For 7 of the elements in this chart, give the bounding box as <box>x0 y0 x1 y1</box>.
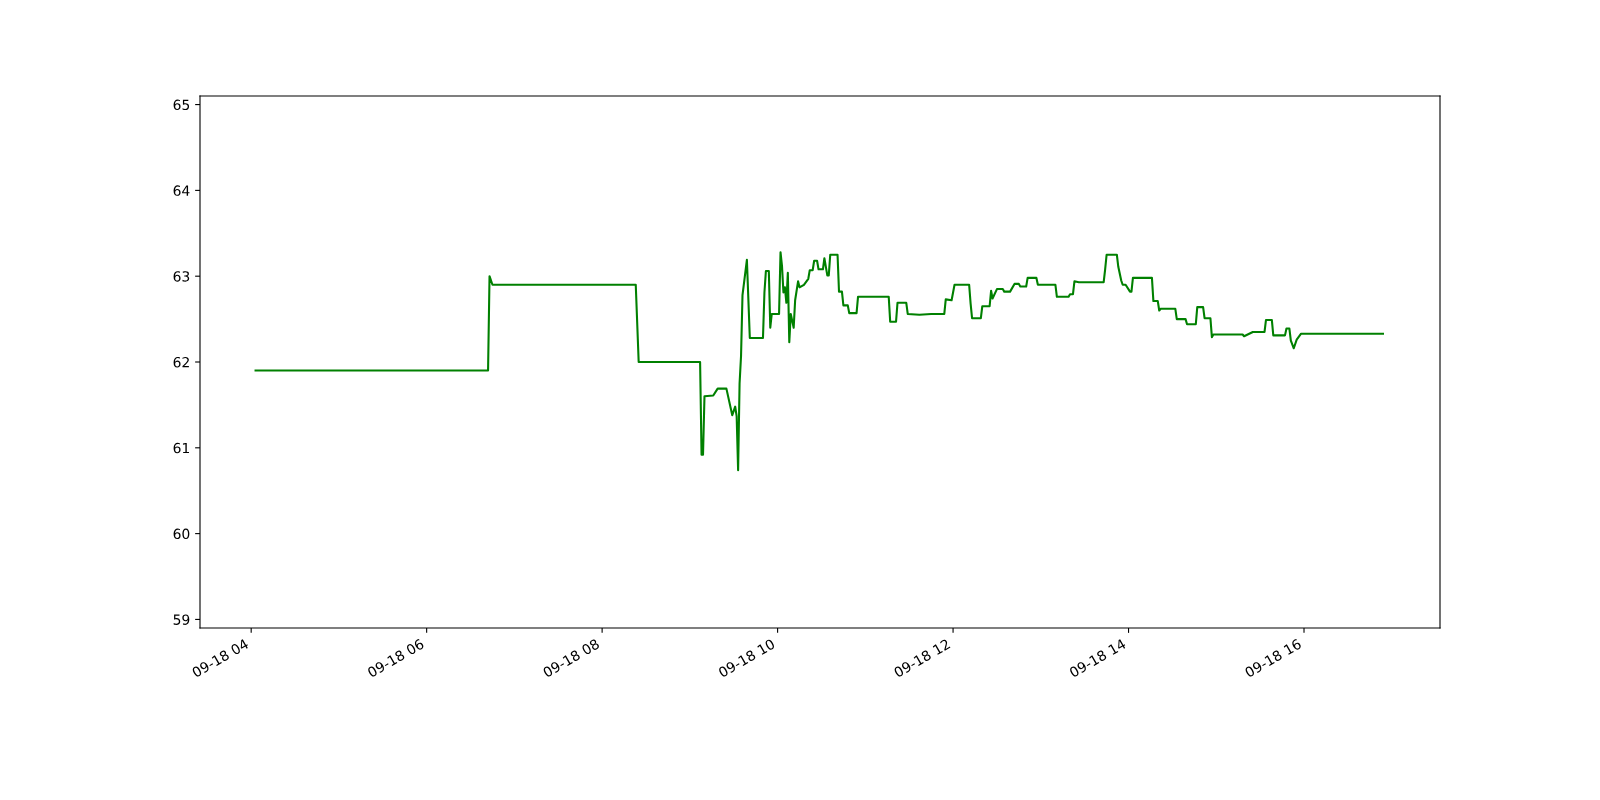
y-tick-label: 60 <box>173 528 190 540</box>
y-tick-label: 62 <box>173 356 189 368</box>
y-tick-label: 61 <box>173 442 189 454</box>
y-tick-label: 59 <box>173 614 190 625</box>
y-tick-label: 63 <box>173 271 190 282</box>
y-tick-label: 65 <box>173 99 190 111</box>
y-tick-label: 64 <box>173 185 190 196</box>
